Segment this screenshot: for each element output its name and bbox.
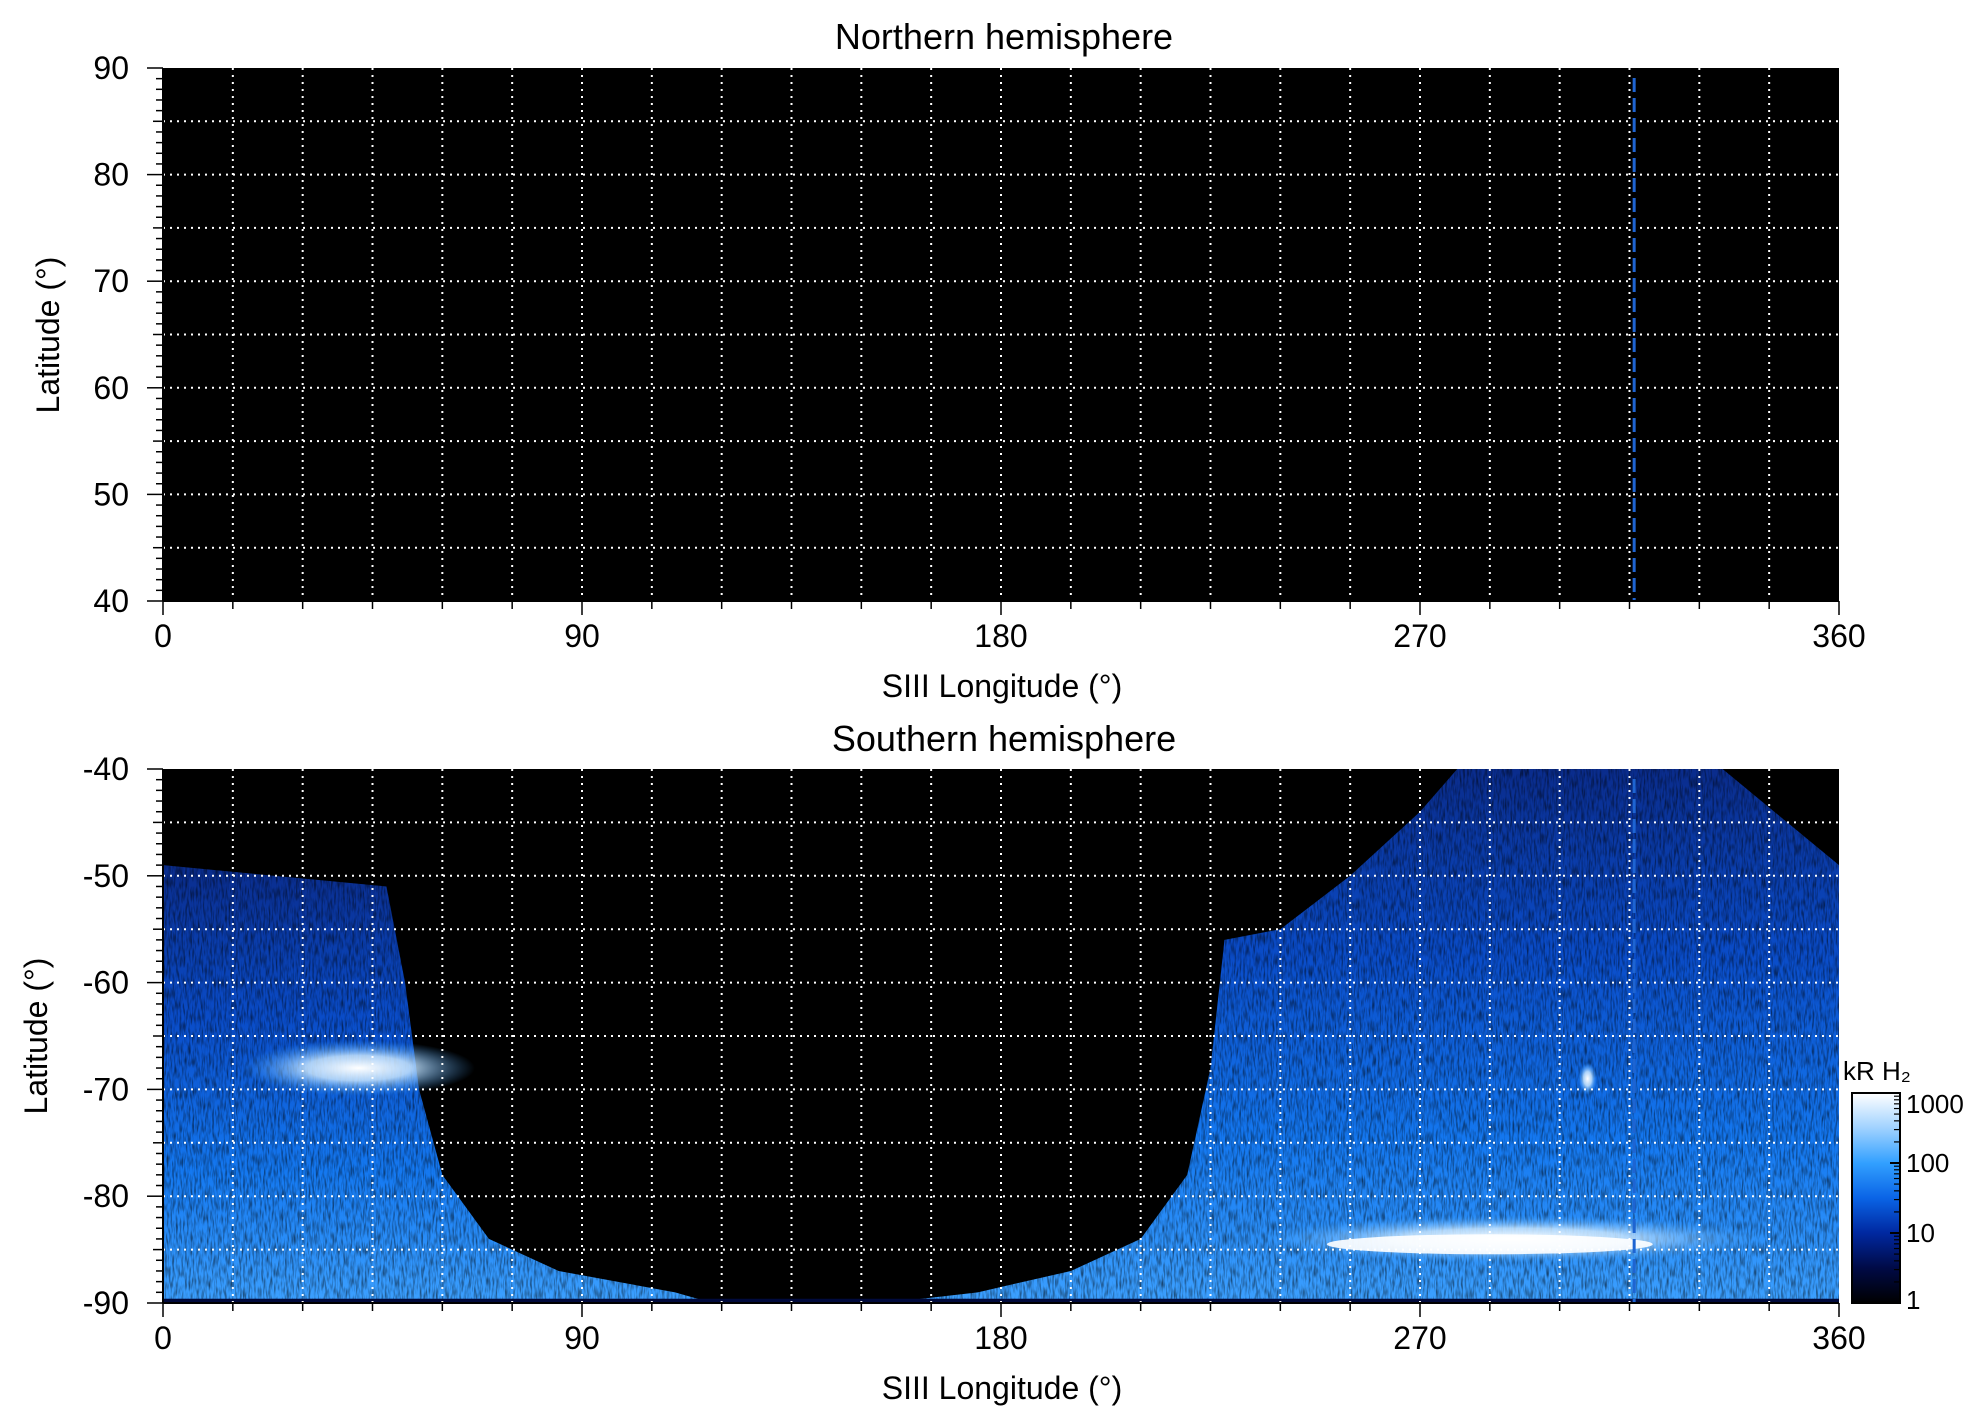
northern-title: Northern hemisphere <box>835 16 1173 57</box>
colorbar-tick-label: 1000 <box>1906 1089 1964 1119</box>
northern-panel: Northern hemisphere 0 90 180 270 360 40 50 60 7… <box>30 16 1866 704</box>
y-tick-label: -90 <box>83 1285 129 1321</box>
colorbar-tick-label: 10 <box>1906 1218 1935 1248</box>
northern-ticks <box>147 67 1840 615</box>
colorbar-ticks: 1000 100 10 1 <box>1890 1089 1964 1315</box>
x-tick-label: 180 <box>974 618 1027 654</box>
colorbar-label: kR H₂ <box>1843 1056 1911 1086</box>
colorbar-tick-label: 100 <box>1906 1148 1949 1178</box>
bright-arc-core <box>1326 1234 1653 1255</box>
y-tick-label: -80 <box>83 1178 129 1214</box>
y-tick-label: 80 <box>93 157 129 193</box>
y-tick-label: 90 <box>93 50 129 86</box>
colorbar-gradient <box>1851 1092 1901 1304</box>
southern-panel: Southern hemisphere 0 90 180 270 360 -40-50-… <box>18 718 1866 1406</box>
southern-title: Southern hemisphere <box>832 718 1176 759</box>
y-tick-label: 70 <box>93 263 129 299</box>
x-tick-label: 360 <box>1812 618 1865 654</box>
southern-x-tick-labels: 0 90 180 270 360 <box>154 1320 1866 1356</box>
x-tick-label: 90 <box>564 1320 600 1356</box>
x-tick-label: 270 <box>1393 618 1446 654</box>
y-tick-label: -40 <box>83 751 129 787</box>
southern-x-axis-label: SIII Longitude (°) <box>882 1370 1122 1406</box>
colorbar-tick-label: 1 <box>1906 1285 1920 1315</box>
x-tick-label: 90 <box>564 618 600 654</box>
y-tick-label: 60 <box>93 370 129 406</box>
polar-edge-band <box>163 1298 1839 1303</box>
x-tick-label: 270 <box>1393 1320 1446 1356</box>
y-tick-label: -60 <box>83 965 129 1001</box>
northern-y-tick-labels: 40 50 60 70 80 90 <box>93 50 129 619</box>
y-tick-label: -70 <box>83 1071 129 1107</box>
southern-grid <box>163 769 1839 1303</box>
bright-west-oval <box>242 1040 475 1097</box>
y-tick-label: 50 <box>93 476 129 512</box>
x-tick-label: 180 <box>974 1320 1027 1356</box>
northern-x-tick-labels: 0 90 180 270 360 <box>154 618 1866 654</box>
colorbar: kR H₂ 1000 100 10 1 <box>1843 1056 1964 1315</box>
southern-y-tick-labels: -40 -50 -60 -70 -80 -90 <box>83 751 129 1321</box>
northern-y-axis-label: Latitude (°) <box>30 257 66 414</box>
x-tick-label: 0 <box>154 1320 172 1356</box>
y-tick-label: 40 <box>93 583 129 619</box>
emission-texture-west-lobe <box>163 865 713 1303</box>
southern-y-axis-label: Latitude (°) <box>18 958 54 1115</box>
northern-grid <box>163 68 1839 601</box>
northern-x-axis-label: SIII Longitude (°) <box>882 668 1122 704</box>
y-tick-label: -50 <box>83 858 129 894</box>
x-tick-label: 360 <box>1812 1320 1865 1356</box>
bright-spot <box>1578 1062 1597 1095</box>
x-tick-label: 0 <box>154 618 172 654</box>
southern-ticks <box>147 768 1840 1317</box>
